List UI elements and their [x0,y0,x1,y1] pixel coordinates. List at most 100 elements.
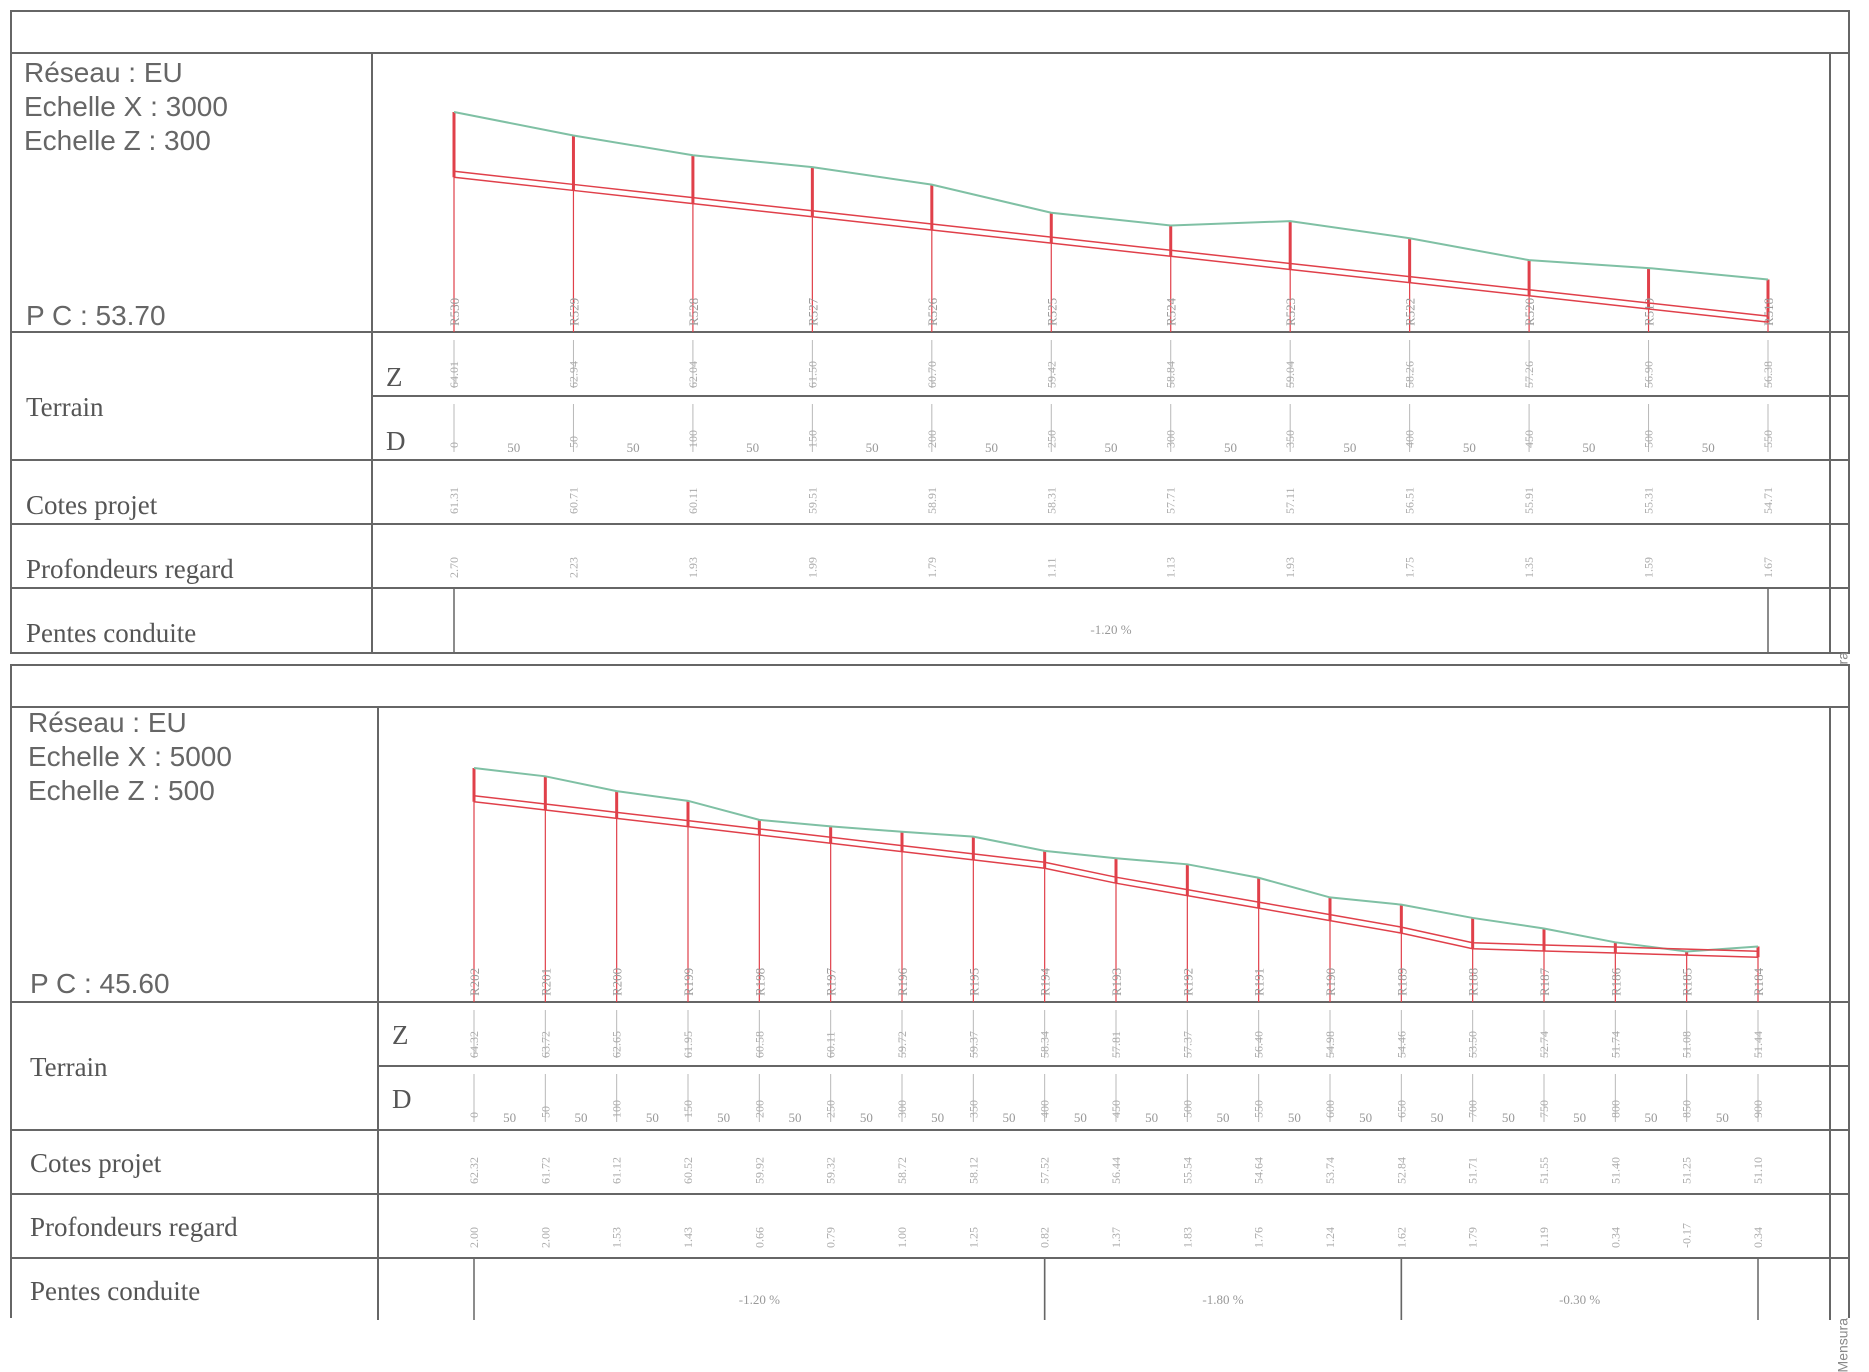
depth-value: 1.24 [1323,1227,1337,1248]
slope-label: -1.80 % [1202,1292,1243,1307]
cote-projet-value: 53.74 [1323,1157,1337,1184]
network-label: Réseau : EU [28,707,187,738]
segment-distance: 50 [1716,1110,1729,1125]
terrain-z-value: 58.26 [1403,361,1417,388]
manhole-label: R186 [1608,967,1623,996]
pipe-crown-line [453,170,1769,317]
scale-x-label: Echelle X : 3000 [24,91,228,122]
chainage-value: 50 [538,1106,552,1118]
reference-plane-label: P C : 53.70 [26,300,166,331]
terrain-z-value: 52.74 [1537,1031,1551,1058]
chainage-value: 600 [1323,1100,1337,1118]
manhole-label: R522 [1403,298,1418,326]
top-title-strip [12,666,1848,708]
row-label-terrain: Terrain [26,392,104,422]
chainage-value: 200 [752,1100,766,1118]
table-grid [12,54,1848,652]
chainage-value: 350 [966,1100,980,1118]
depth-value: 1.53 [610,1227,624,1248]
terrain-z-value: 64.01 [447,361,461,388]
depth-value: 0.79 [824,1227,838,1248]
cote-projet-value: 62.32 [467,1157,481,1184]
segment-distance: 50 [646,1110,659,1125]
terrain-z-value: 51.44 [1751,1031,1765,1058]
terrain-z-value: 54.98 [1323,1031,1337,1058]
segment-distance: 50 [627,440,640,455]
terrain-z-value: 61.95 [681,1031,695,1058]
table-grid [12,708,1848,1320]
segment-distance: 50 [1502,1110,1515,1125]
segment-distance: 50 [507,440,520,455]
segment-distance: 50 [1359,1110,1372,1125]
cote-projet-value: 60.71 [566,487,580,514]
chainage-value: 150 [805,430,819,448]
cote-projet-value: 51.40 [1608,1157,1622,1184]
network-info: Réseau : EU Echelle X : 3000 Echelle Z :… [24,56,228,158]
row-label-z: Z [386,362,403,392]
cote-projet-value: 57.11 [1283,487,1297,514]
cote-projet-value: 55.54 [1180,1157,1194,1184]
segment-distance: 50 [1343,440,1356,455]
manhole-label: R185 [1680,968,1695,996]
cote-projet-value: 54.64 [1252,1157,1266,1184]
chainage-value: 450 [1522,430,1536,448]
chainage-value: 400 [1038,1100,1052,1118]
segment-distance: 50 [575,1110,588,1125]
chainage-value: 250 [1044,430,1058,448]
cote-projet-value: 61.72 [538,1157,552,1184]
top-title-strip [12,12,1848,54]
profile-plot-1: R530 64.01 0 61.31 2.70 R529 62.94 50 60.71 2.23 R… [12,54,1848,652]
chainage-value: 50 [566,436,580,448]
terrain-z-value: 58.34 [1038,1031,1052,1058]
slope-label: -1.20 % [739,1292,780,1307]
segment-distance: 50 [931,1110,944,1125]
manhole-label: R192 [1180,968,1195,996]
depth-value: 1.76 [1252,1227,1266,1248]
chainage-value: 550 [1252,1100,1266,1118]
depth-value: 1.99 [805,557,819,578]
cote-projet-value: 51.25 [1680,1157,1694,1184]
terrain-z-value: 60.58 [752,1031,766,1058]
cote-projet-value: 51.10 [1751,1157,1765,1184]
depth-value: 1.59 [1642,557,1656,578]
terrain-z-value: 58.84 [1164,361,1178,388]
row-label-z: Z [392,1020,409,1050]
manhole-label: R199 [681,968,696,996]
row-label-pentes: Pentes conduite [30,1276,201,1306]
terrain-z-value: 59.37 [966,1031,980,1058]
depth-value: 1.43 [681,1227,695,1248]
scale-z-label: Echelle Z : 300 [24,125,211,156]
chainage-value: 150 [681,1100,695,1118]
cote-projet-value: 57.71 [1164,487,1178,514]
row-label-profondeurs: Profondeurs regard [26,554,234,584]
depth-value: 1.62 [1394,1227,1408,1248]
cote-projet-value: 58.31 [1044,487,1058,514]
depth-value: 1.67 [1761,557,1775,578]
chainage-value: 500 [1642,430,1656,448]
segment-distance: 50 [1145,1110,1158,1125]
row-label-cotes-projet: Cotes projet [26,490,158,520]
profile-panel-2: Réseau : EU Echelle X : 5000 Echelle Z :… [10,664,1850,1372]
manhole-label: R193 [1109,968,1124,996]
pipe-invert-line [453,176,1769,323]
chainage-value: 200 [925,430,939,448]
manhole-label: R523 [1283,298,1298,326]
terrain-z-value: 60.70 [925,361,939,388]
segment-distance: 50 [789,1110,802,1125]
segment-distance: 50 [1702,440,1715,455]
chainage-value: 850 [1680,1100,1694,1118]
pipe-crown-line [473,794,1759,952]
network-info: Réseau : EU Echelle X : 5000 Echelle Z :… [28,706,232,808]
row-label-d: D [392,1084,412,1114]
depth-value: 1.35 [1522,557,1536,578]
terrain-z-value: 54.46 [1394,1031,1408,1058]
depth-value: 1.75 [1403,557,1417,578]
terrain-line [453,111,1769,281]
chainage-value: 100 [610,1100,624,1118]
depth-value: 2.70 [447,557,461,578]
chainage-value: 0 [447,442,461,448]
reference-plane-label: P C : 45.60 [30,968,170,999]
segment-distance: 50 [1431,1110,1444,1125]
segment-distance: 50 [717,1110,730,1125]
segment-distance: 50 [1645,1110,1658,1125]
